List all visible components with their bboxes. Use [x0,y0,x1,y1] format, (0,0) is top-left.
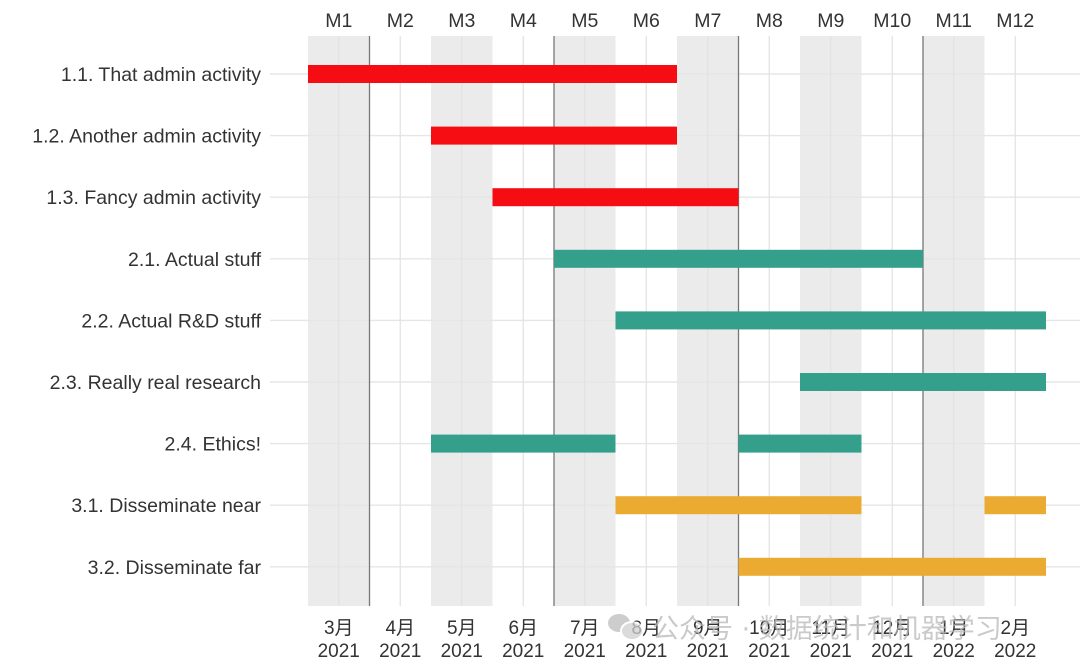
task-label: 3.2. Disseminate far [88,557,262,579]
bottom-tick-year: 2021 [871,641,913,662]
bottom-tick-month: 7月 [570,618,600,639]
top-tick-label: M2 [387,10,414,32]
top-tick-label: M5 [571,10,598,32]
task-labels: 1.1. That admin activity 1.2. Another adm… [32,64,261,579]
bottom-tick-year: 2022 [933,641,975,662]
bottom-tick-year: 2021 [748,641,790,662]
bottom-tick-month: 11月 [811,618,850,639]
bottom-tick-year: 2021 [379,641,421,662]
top-tick-label: M6 [633,10,660,32]
bottom-tick-year: 2021 [687,641,729,662]
task-bar [738,434,862,453]
task-label: 2.3. Really real research [50,372,261,394]
top-tick-label: M3 [448,10,475,32]
bottom-tick-year: 2021 [441,641,483,662]
top-tick-label: M8 [756,10,783,32]
bottom-tick-month: 6月 [508,618,538,639]
task-bar [492,188,739,207]
task-bars [308,65,1046,576]
bottom-tick-month: 12月 [872,618,912,639]
top-tick-label: M12 [996,10,1034,32]
bottom-tick-year: 2021 [564,641,606,662]
bottom-tick-month: 2月 [1000,618,1030,639]
bottom-tick-year: 2021 [810,641,852,662]
task-label: 2.4. Ethics! [165,434,261,456]
bottom-tick-month: 10月 [749,618,789,639]
top-tick-label: M7 [694,10,721,32]
wechat-icon [608,612,644,641]
bottom-tick-month: 5月 [447,618,477,639]
top-tick-label: M11 [936,10,973,32]
task-label: 2.1. Actual stuff [128,249,262,271]
task-bar [615,496,862,515]
bottom-tick-year: 2022 [994,641,1036,662]
task-bar [308,65,677,83]
bottom-tick-year: 2021 [625,641,667,662]
top-tick-label: M1 [325,10,352,32]
task-label: 1.3. Fancy admin activity [46,187,261,209]
task-bar [431,434,616,453]
task-label: 2.2. Actual R&D stuff [81,310,261,332]
top-tick-label: M4 [510,10,537,32]
watermark: 公众号 · 数据统计和机器学习 [608,606,1002,646]
task-bar [615,311,1046,330]
bottom-tick-month: 4月 [385,618,415,639]
bottom-tick-year: 2021 [502,641,544,662]
task-bar [431,126,677,145]
bottom-tick-month: 1月 [939,618,969,639]
task-bar [738,557,1046,576]
watermark-text: 公众号 · 数据统计和机器学习 [652,613,1002,645]
bottom-axis: 3月20214月20215月20216月20217月20218月20219月20… [318,618,1037,662]
task-label: 1.1. That admin activity [61,64,261,86]
task-bar [984,496,1046,515]
bottom-tick-month: 3月 [324,618,354,639]
task-label: 1.2. Another admin activity [32,126,261,148]
task-bar [554,249,923,268]
top-axis: M1 M2 M3 M4 M5 M6 M7 M8 M9 M10 M11 M12 [325,10,1034,32]
bottom-tick-year: 2021 [318,641,360,662]
bottom-tick-month: 9月 [693,618,723,639]
top-tick-label: M9 [817,10,844,32]
top-tick-label: M10 [873,10,911,32]
task-bar [800,373,1046,391]
task-label: 3.1. Disseminate near [71,495,261,517]
